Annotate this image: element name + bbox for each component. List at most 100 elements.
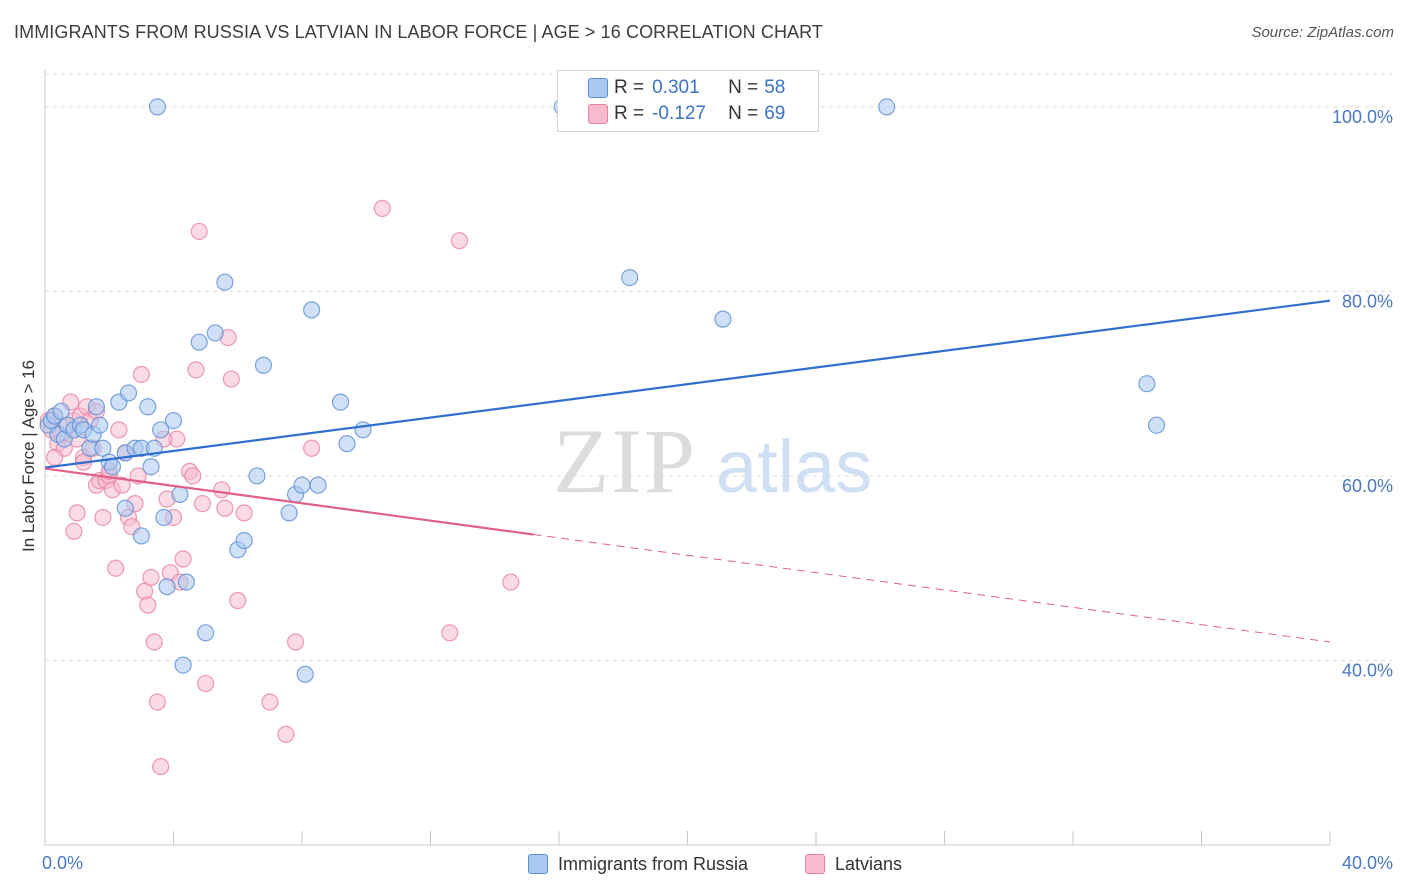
russia-point-16 <box>103 458 122 476</box>
russia-point-29 <box>158 578 176 596</box>
watermark-zip: ZIP <box>553 410 697 512</box>
russia-point-54 <box>878 98 896 116</box>
stats-row-latvian: R = -0.127 N = 69 <box>588 102 786 126</box>
russia-r-label: R = <box>614 77 645 98</box>
latvian-point-50 <box>229 591 247 610</box>
latvian-point-56 <box>373 199 391 217</box>
tick-labels: 40.0% 60.0% 80.0% 100.0% 0.0% 40.0% <box>42 107 1393 873</box>
latvian-point-46 <box>213 481 231 499</box>
russia-point-44 <box>293 476 311 494</box>
russia-point-35 <box>197 624 215 642</box>
latvian-point-57 <box>450 232 469 250</box>
latvian-r-value: -0.127 <box>652 103 706 124</box>
legend-item-russia[interactable]: Immigrants from Russia <box>528 852 748 876</box>
y-tick-label-2: 80.0% <box>1342 291 1393 311</box>
russia-point-14 <box>94 439 112 457</box>
russia-point-40 <box>248 467 266 485</box>
latvian-point-40 <box>174 550 192 568</box>
russia-point-27 <box>152 421 170 439</box>
russia-point-30 <box>164 411 183 430</box>
russia-point-53 <box>714 310 732 328</box>
latvian-point-53 <box>277 725 295 743</box>
watermark-atlas: atlas <box>716 425 872 508</box>
russia-point-33 <box>174 656 192 674</box>
russia-swatch <box>588 78 608 98</box>
latvian-point-17 <box>94 508 112 527</box>
latvian-point-42 <box>187 361 205 379</box>
trend-line-1-solid <box>44 467 534 536</box>
latvian-point-52 <box>261 693 279 711</box>
russia-n-value: 58 <box>764 77 786 98</box>
russia-point-12 <box>87 398 106 416</box>
russia-point-55 <box>1138 375 1156 393</box>
latvian-point-59 <box>502 573 520 591</box>
stats-legend: R = 0.301 N = 58 R = -0.127 N = 69 <box>557 70 819 132</box>
trend-line-1-dashed <box>533 533 1331 643</box>
latvian-point-47 <box>216 499 234 517</box>
russia-points <box>39 98 1166 683</box>
latvian-point-54 <box>286 633 305 651</box>
russia-point-32 <box>177 573 195 591</box>
chart-title: IMMIGRANTS FROM RUSSIA VS LATVIAN IN LAB… <box>14 22 824 42</box>
russia-point-49 <box>338 435 356 453</box>
latvian-r-label: R = <box>614 103 645 124</box>
russia-point-37 <box>216 273 234 291</box>
russia-point-36 <box>206 324 224 342</box>
russia-point-42 <box>280 504 298 522</box>
russia-point-20 <box>119 384 138 402</box>
x-tick-label-1: 40.0% <box>1342 853 1393 873</box>
latvian-point-32 <box>145 633 163 651</box>
watermark: ZIP atlas <box>553 410 872 512</box>
russia-point-13 <box>91 416 109 434</box>
latvian-point-55 <box>303 439 321 457</box>
latvian-point-30 <box>139 596 157 614</box>
russia-point-28 <box>155 508 173 527</box>
latvian-point-65 <box>113 476 131 494</box>
russia-point-24 <box>139 398 157 416</box>
trend-line-0 <box>44 299 1331 469</box>
y-tick-label-0: 40.0% <box>1342 660 1393 680</box>
latvian-point-33 <box>148 693 167 711</box>
latvian-point-43 <box>190 222 208 241</box>
latvian-point-22 <box>110 421 128 439</box>
latvian-points <box>39 199 520 776</box>
russia-point-48 <box>331 393 350 411</box>
latvian-n-value: 69 <box>764 103 786 124</box>
latvian-point-51 <box>235 504 253 522</box>
latvian-n-label: N = <box>728 103 759 124</box>
legend-item-latvian[interactable]: Latvians <box>805 852 902 876</box>
latvian-swatch <box>588 104 608 124</box>
russia-point-52 <box>621 268 639 287</box>
legend-swatch-latvian <box>805 854 825 874</box>
gridlines <box>45 73 1392 661</box>
russia-point-47 <box>309 476 327 494</box>
latvian-point-49 <box>222 370 240 388</box>
russia-point-31 <box>171 485 189 504</box>
source-credit: Source: ZipAtlas.com <box>1251 24 1394 41</box>
russia-point-45 <box>296 665 314 683</box>
legend-label-russia: Immigrants from Russia <box>558 853 749 874</box>
russia-point-46 <box>303 301 321 319</box>
russia-point-41 <box>254 356 273 374</box>
russia-point-50 <box>354 421 372 439</box>
latvian-point-31 <box>142 568 160 587</box>
russia-point-4 <box>52 402 70 420</box>
y-axis-title: In Labor Force | Age > 16 <box>19 360 38 552</box>
latvian-point-58 <box>441 624 459 642</box>
latvian-point-34 <box>152 757 170 776</box>
russia-point-34 <box>190 333 208 351</box>
legend-label-latvian: Latvians <box>835 853 903 874</box>
latvian-point-21 <box>107 559 125 577</box>
series-legend: Immigrants from Russia Latvians <box>0 852 1406 878</box>
y-tick-label-1: 60.0% <box>1342 476 1393 496</box>
latvian-point-68 <box>68 504 86 522</box>
legend-swatch-russia <box>528 854 548 874</box>
latvian-point-61 <box>65 522 83 540</box>
russia-point-39 <box>235 531 253 550</box>
russia-point-56 <box>1147 416 1166 434</box>
stats-row-russia: R = 0.301 N = 58 <box>588 76 786 100</box>
russia-n-label: N = <box>728 77 759 98</box>
russia-point-25 <box>142 458 160 476</box>
latvian-point-67 <box>184 467 202 485</box>
